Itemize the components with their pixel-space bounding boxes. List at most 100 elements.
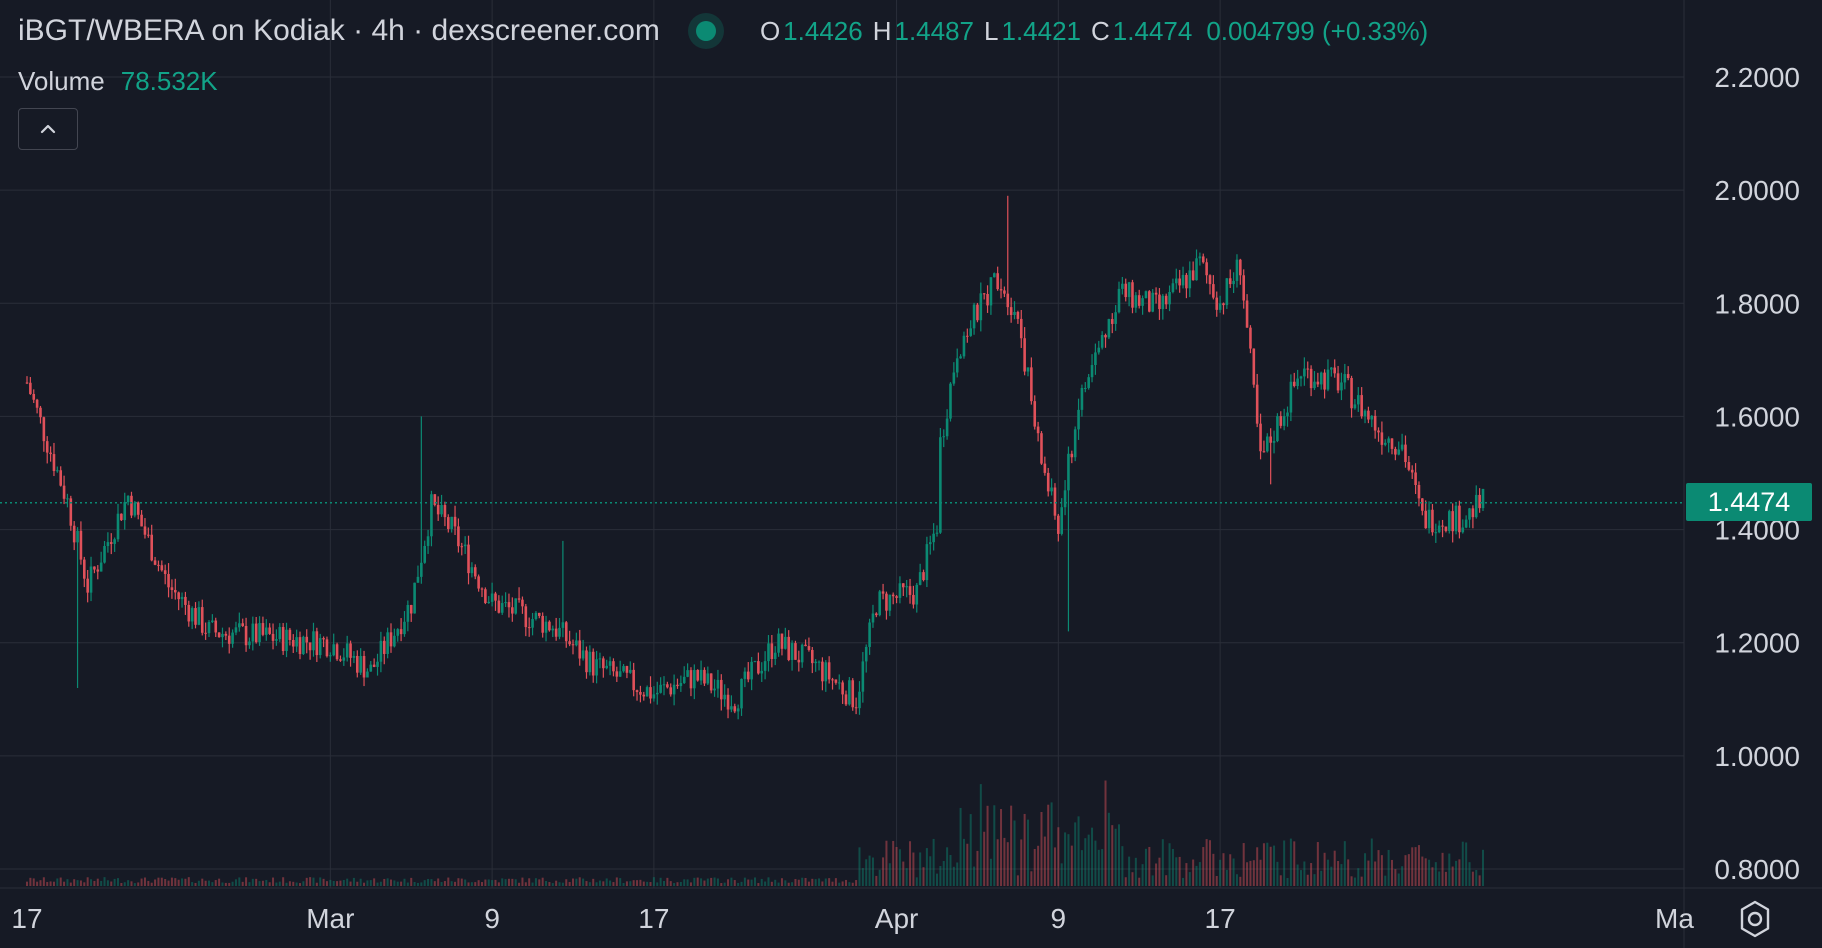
collapse-legend-button[interactable]: [18, 108, 78, 150]
candle-body: [345, 643, 349, 658]
candle-body: [1134, 295, 1138, 308]
volume-bar: [703, 880, 706, 886]
volume-bar: [69, 882, 72, 886]
volume-bar: [966, 843, 969, 886]
volume-bar: [659, 877, 662, 886]
volume-bar: [592, 878, 595, 886]
candle-body: [1228, 278, 1232, 285]
volume-bar: [912, 852, 915, 886]
volume-bar: [366, 880, 369, 886]
candle-body: [928, 542, 932, 545]
volume-bar: [201, 878, 204, 886]
volume-bar: [336, 881, 339, 886]
volume-bar: [1128, 856, 1131, 886]
volume-bar: [1262, 843, 1265, 886]
volume-bar: [895, 847, 898, 886]
candle-body: [992, 273, 996, 278]
candle-body: [241, 623, 245, 626]
volume-bar: [639, 879, 642, 886]
candle-body: [1252, 348, 1256, 385]
volume-bar: [757, 883, 760, 886]
volume-bar: [716, 878, 719, 886]
candle-body: [106, 542, 110, 547]
candle-body: [1100, 335, 1104, 348]
candle-body: [1330, 367, 1333, 370]
candle-body: [143, 526, 147, 535]
candle-body: [248, 641, 251, 646]
candle-body: [113, 539, 116, 544]
candle-body: [204, 632, 207, 634]
volume-bar: [39, 880, 42, 886]
volume-bar: [93, 880, 96, 886]
volume-bar: [612, 882, 615, 886]
candle-body: [436, 504, 440, 515]
candle-body: [305, 636, 309, 643]
volume-bar: [700, 878, 703, 886]
volume-bar: [1158, 857, 1161, 886]
candle-body: [1343, 374, 1347, 383]
candle-body: [618, 671, 622, 677]
volume-bar: [1350, 876, 1353, 886]
volume-bar: [929, 856, 932, 886]
candle-body: [959, 356, 962, 359]
candle-body: [372, 664, 376, 667]
candle-body: [1289, 381, 1293, 413]
candle-body: [1417, 485, 1421, 499]
volume-bar: [754, 877, 756, 886]
volume-bar: [369, 880, 372, 886]
candle-body: [1053, 487, 1057, 516]
volume-bar: [1330, 866, 1333, 886]
candle-body: [332, 644, 336, 656]
volume-bar: [32, 878, 35, 886]
candle-body: [585, 650, 588, 673]
volume-bar: [238, 877, 241, 886]
volume-bar: [1155, 863, 1158, 886]
candle-body: [1060, 507, 1064, 534]
volume-bar: [1225, 869, 1228, 886]
candle-body: [433, 494, 437, 505]
candle-body: [1390, 438, 1394, 449]
volume-bar: [882, 857, 885, 886]
candle-body: [945, 418, 949, 437]
volume-bar: [922, 867, 925, 886]
ohlc-close-key: C: [1091, 15, 1110, 46]
candle-body: [1212, 284, 1215, 298]
candle-body: [49, 452, 52, 455]
candle-body: [211, 620, 214, 623]
price-axis[interactable]: 2.20002.00001.80001.60001.40001.20001.00…: [1714, 62, 1800, 885]
candle-body: [446, 517, 450, 529]
volume-bar: [447, 877, 450, 886]
candle-body: [460, 546, 464, 548]
volume-bar: [956, 862, 959, 886]
candle-body: [66, 498, 69, 500]
candle-body: [1265, 436, 1269, 452]
candle-body: [1094, 352, 1097, 366]
candle-body: [1117, 288, 1121, 313]
candle-body: [1158, 294, 1161, 310]
volume-bar: [1323, 852, 1326, 886]
volume-bar: [538, 879, 541, 886]
volume-bar: [959, 807, 962, 886]
volume-bar: [410, 877, 413, 886]
volume-bar: [231, 881, 234, 886]
time-axis[interactable]: 17 Mar 9 17 Apr 9 17 Ma: [11, 903, 1694, 934]
volume-bar: [346, 878, 349, 886]
volume-bar: [740, 881, 743, 886]
volume-bar: [251, 878, 254, 886]
volume-bar: [983, 831, 986, 886]
candle-body: [126, 495, 130, 503]
volume-bar: [211, 882, 214, 886]
volume-bar: [1461, 841, 1464, 886]
chart-settings-button[interactable]: [1732, 896, 1778, 942]
candle-body: [875, 613, 878, 616]
volume-bar: [440, 882, 443, 886]
candle-body: [996, 273, 999, 290]
candle-body: [851, 680, 855, 708]
price-tick-label: 1.6000: [1714, 401, 1800, 432]
volume-bar: [154, 879, 157, 886]
volume-bar: [1020, 839, 1023, 886]
volume-bar: [679, 881, 682, 886]
volume-bar: [413, 882, 416, 886]
volume-bar: [352, 877, 355, 886]
